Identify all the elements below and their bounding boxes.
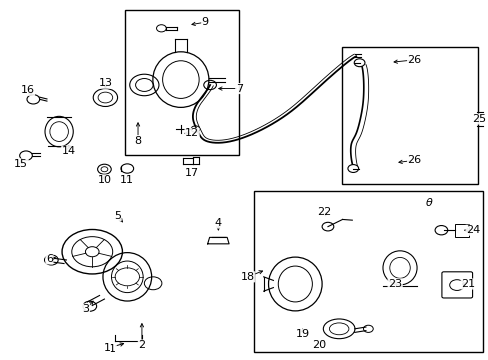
Text: 24: 24: [465, 225, 479, 235]
Circle shape: [83, 301, 97, 311]
Text: 2: 2: [138, 340, 145, 350]
Text: 14: 14: [61, 146, 76, 156]
Text: 16: 16: [20, 85, 35, 95]
Circle shape: [347, 165, 358, 172]
Text: 19: 19: [295, 329, 309, 339]
Text: $\theta$: $\theta$: [424, 195, 433, 207]
Bar: [253, 191, 482, 352]
Circle shape: [44, 255, 58, 265]
Text: 11: 11: [120, 175, 134, 185]
Text: 23: 23: [387, 279, 402, 289]
Circle shape: [363, 325, 372, 332]
Bar: [454, 224, 468, 237]
Circle shape: [27, 95, 40, 104]
Text: 26: 26: [407, 155, 421, 165]
Text: 18: 18: [240, 272, 254, 282]
Bar: [341, 47, 477, 184]
Text: 8: 8: [134, 136, 142, 145]
Text: 4: 4: [214, 218, 222, 228]
Circle shape: [353, 59, 364, 67]
Circle shape: [434, 226, 447, 235]
Text: 1: 1: [109, 343, 116, 354]
Bar: [124, 10, 239, 155]
Circle shape: [121, 164, 133, 173]
Text: 25: 25: [471, 114, 486, 124]
Text: 12: 12: [184, 129, 199, 138]
Text: 15: 15: [14, 159, 28, 169]
Text: 13: 13: [98, 78, 112, 88]
Text: 17: 17: [184, 168, 199, 178]
Text: 7: 7: [235, 84, 243, 94]
Text: 26: 26: [407, 55, 421, 65]
Text: 20: 20: [312, 340, 326, 350]
Text: 21: 21: [460, 279, 474, 289]
Circle shape: [20, 151, 32, 160]
FancyBboxPatch shape: [441, 272, 471, 298]
Circle shape: [322, 222, 333, 231]
Text: 1: 1: [103, 343, 110, 353]
Text: 10: 10: [97, 175, 111, 185]
Text: 3: 3: [82, 304, 89, 314]
Text: 5: 5: [114, 211, 121, 221]
Text: 22: 22: [317, 207, 331, 217]
Text: 9: 9: [201, 17, 208, 27]
Text: 6: 6: [46, 254, 53, 264]
Circle shape: [191, 126, 200, 132]
Circle shape: [156, 25, 166, 32]
